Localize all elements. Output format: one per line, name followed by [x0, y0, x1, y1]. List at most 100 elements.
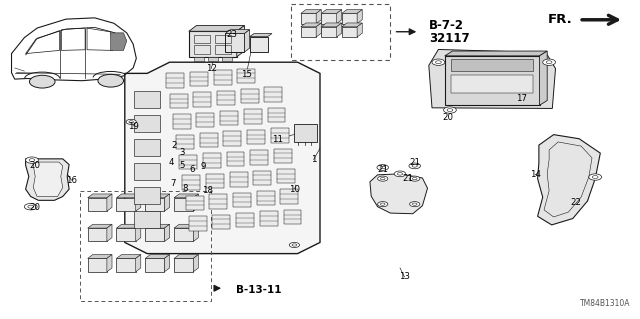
Polygon shape — [32, 162, 63, 197]
Bar — [200, 133, 218, 147]
Bar — [134, 163, 160, 180]
Bar — [134, 187, 160, 204]
Bar — [222, 57, 232, 61]
Circle shape — [394, 171, 406, 177]
Bar — [206, 174, 224, 188]
Polygon shape — [370, 174, 428, 214]
Polygon shape — [357, 23, 362, 37]
Circle shape — [410, 202, 420, 207]
Text: FR.: FR. — [548, 13, 573, 26]
Text: 20: 20 — [442, 113, 454, 122]
Text: 15: 15 — [241, 70, 252, 78]
Bar — [194, 35, 210, 43]
Text: 5: 5 — [180, 161, 185, 170]
Polygon shape — [193, 194, 198, 211]
Bar — [193, 92, 211, 107]
Polygon shape — [136, 194, 141, 211]
Bar — [237, 69, 255, 83]
Polygon shape — [321, 10, 342, 13]
Bar — [203, 153, 221, 168]
Polygon shape — [193, 255, 198, 272]
Polygon shape — [125, 62, 320, 254]
Text: 6: 6 — [189, 165, 195, 174]
Text: 11: 11 — [271, 135, 283, 144]
Bar — [277, 169, 295, 183]
Text: 9: 9 — [201, 162, 206, 171]
Bar — [196, 113, 214, 127]
Polygon shape — [337, 10, 342, 24]
Bar — [264, 87, 282, 102]
Circle shape — [29, 75, 55, 88]
Text: 22: 22 — [570, 198, 582, 207]
Polygon shape — [145, 224, 170, 228]
Polygon shape — [88, 255, 112, 258]
Text: 21: 21 — [403, 174, 414, 183]
Circle shape — [378, 176, 388, 181]
Text: 2: 2 — [172, 141, 177, 150]
Bar — [257, 191, 275, 205]
Polygon shape — [225, 30, 250, 33]
Bar — [250, 37, 268, 52]
Bar — [145, 198, 164, 211]
Bar — [291, 4, 390, 60]
Bar — [80, 191, 211, 301]
Polygon shape — [111, 33, 127, 50]
Bar — [250, 150, 268, 165]
Text: 1: 1 — [311, 155, 316, 164]
Bar — [182, 175, 200, 190]
Bar — [227, 152, 244, 166]
Bar — [174, 258, 193, 272]
Circle shape — [378, 202, 388, 207]
Bar — [173, 114, 191, 129]
Bar — [214, 70, 232, 85]
Polygon shape — [538, 135, 600, 225]
Bar — [321, 27, 337, 37]
Bar — [190, 72, 208, 86]
Bar — [170, 94, 188, 108]
Bar — [208, 57, 218, 61]
Polygon shape — [107, 194, 112, 211]
Bar — [294, 124, 317, 142]
Polygon shape — [189, 26, 244, 31]
Polygon shape — [26, 159, 69, 200]
Bar — [174, 198, 193, 211]
Polygon shape — [164, 194, 170, 211]
Text: 16: 16 — [66, 176, 77, 185]
Text: 12: 12 — [205, 64, 217, 73]
Text: TM84B1310A: TM84B1310A — [580, 299, 630, 308]
Circle shape — [289, 242, 300, 248]
Polygon shape — [301, 10, 321, 13]
Circle shape — [543, 59, 556, 65]
Polygon shape — [107, 224, 112, 241]
Bar — [209, 194, 227, 209]
Bar — [116, 228, 136, 241]
Bar — [145, 258, 164, 272]
Circle shape — [444, 107, 456, 113]
Text: 3: 3 — [180, 148, 185, 157]
Polygon shape — [116, 255, 141, 258]
Bar — [236, 213, 254, 227]
Polygon shape — [88, 224, 112, 228]
Bar — [445, 56, 540, 105]
Bar — [451, 75, 533, 93]
Bar — [271, 128, 289, 143]
Polygon shape — [342, 10, 362, 13]
Bar — [301, 27, 316, 37]
Circle shape — [409, 163, 420, 169]
Bar — [186, 196, 204, 210]
Polygon shape — [136, 224, 141, 241]
Polygon shape — [429, 49, 556, 108]
Bar — [244, 109, 262, 124]
Text: B-7-2: B-7-2 — [429, 19, 464, 32]
Bar — [134, 115, 160, 132]
Polygon shape — [250, 33, 272, 37]
Bar — [134, 91, 160, 108]
Polygon shape — [337, 23, 342, 37]
Polygon shape — [164, 255, 170, 272]
Text: 32117: 32117 — [429, 32, 469, 45]
Bar — [166, 73, 184, 88]
Circle shape — [24, 204, 37, 210]
Polygon shape — [164, 224, 170, 241]
Bar — [174, 228, 193, 241]
Polygon shape — [116, 224, 141, 228]
